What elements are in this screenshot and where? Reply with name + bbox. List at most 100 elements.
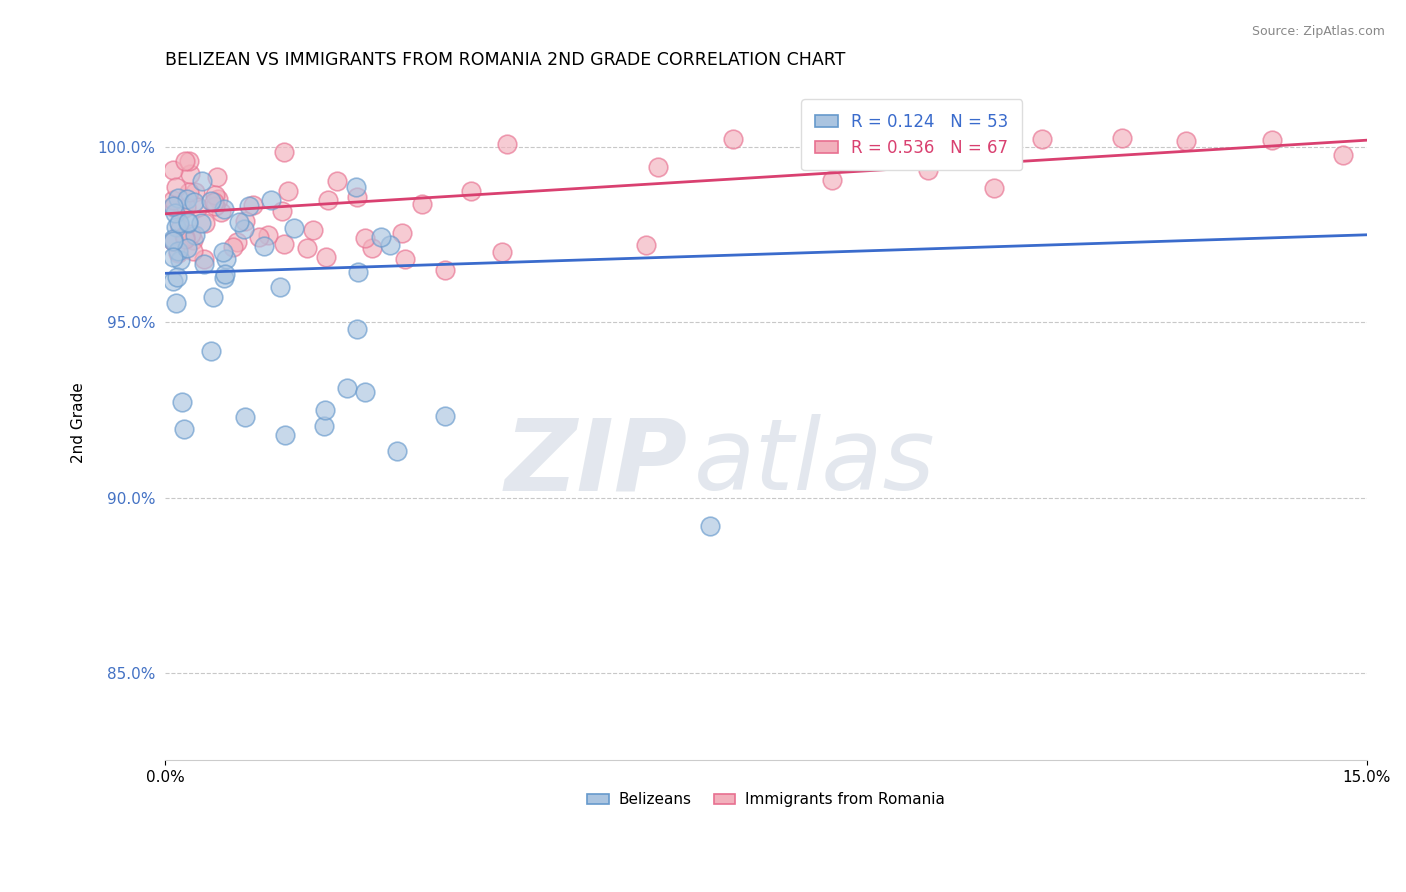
Point (200, 194, 222, 208)
Text: atlas: atlas (693, 414, 935, 511)
Point (193, 252, 215, 266)
Point (460, 184, 482, 198)
Point (378, 238, 401, 252)
Point (181, 244, 204, 258)
Point (183, 195, 205, 210)
Point (176, 192, 198, 206)
Point (274, 427, 297, 442)
Point (170, 395, 193, 409)
Point (204, 198, 226, 212)
Point (434, 263, 457, 277)
Point (169, 252, 191, 267)
Point (394, 252, 416, 267)
Text: ZIP: ZIP (505, 414, 688, 511)
Point (162, 251, 184, 265)
Point (184, 185, 207, 199)
Point (283, 220, 305, 235)
Point (277, 184, 299, 198)
Point (163, 199, 186, 213)
Point (1331, 148, 1354, 162)
Point (200, 344, 222, 359)
Point (411, 197, 433, 211)
Point (233, 409, 256, 424)
Point (169, 216, 191, 230)
Point (222, 240, 245, 254)
Point (1260, 133, 1282, 147)
Point (347, 265, 370, 279)
Point (165, 179, 187, 194)
Point (162, 235, 184, 249)
Point (226, 235, 249, 249)
Point (346, 190, 368, 204)
Point (214, 267, 236, 281)
Point (204, 188, 226, 202)
Point (346, 322, 368, 336)
Point (162, 234, 184, 248)
Point (184, 228, 207, 243)
Point (174, 153, 197, 168)
Point (166, 269, 188, 284)
Point (173, 422, 195, 436)
Point (699, 518, 721, 533)
Point (174, 200, 197, 214)
Point (257, 227, 280, 242)
Point (215, 252, 238, 266)
Y-axis label: 2nd Grade: 2nd Grade (72, 382, 86, 463)
Point (180, 227, 202, 241)
Point (297, 241, 319, 255)
Point (179, 168, 201, 182)
Point (318, 194, 340, 208)
Point (354, 385, 377, 400)
Point (187, 200, 209, 214)
Point (177, 216, 200, 230)
Point (179, 154, 201, 169)
Point (228, 215, 250, 229)
Point (162, 199, 184, 213)
Point (202, 195, 225, 210)
Point (235, 213, 257, 227)
Point (491, 245, 513, 260)
Point (212, 202, 235, 216)
Point (166, 246, 188, 260)
Point (273, 145, 295, 160)
Point (194, 216, 217, 230)
Point (496, 137, 519, 152)
Point (173, 229, 195, 244)
Point (391, 226, 413, 240)
Point (163, 206, 186, 220)
Point (207, 192, 229, 206)
Point (233, 221, 256, 235)
Point (181, 233, 204, 247)
Point (273, 236, 295, 251)
Point (917, 162, 939, 177)
Point (260, 193, 283, 207)
Text: Source: ZipAtlas.com: Source: ZipAtlas.com (1251, 25, 1385, 38)
Point (360, 242, 382, 256)
Point (1175, 134, 1198, 148)
Point (253, 238, 276, 252)
Point (387, 444, 409, 458)
Point (312, 418, 335, 433)
Legend: Belizeans, Immigrants from Romania: Belizeans, Immigrants from Romania (581, 787, 950, 814)
Point (201, 289, 224, 303)
Point (173, 228, 195, 243)
Point (209, 204, 232, 219)
Point (269, 279, 291, 293)
Point (162, 163, 184, 178)
Point (190, 216, 212, 230)
Point (821, 173, 844, 187)
Point (336, 381, 359, 395)
Point (167, 244, 190, 258)
Point (634, 238, 657, 252)
Point (344, 180, 367, 194)
Point (165, 296, 187, 310)
Point (302, 222, 325, 236)
Point (162, 201, 184, 215)
Point (172, 202, 194, 216)
Point (1111, 131, 1133, 145)
Point (370, 230, 392, 244)
Point (1031, 132, 1053, 146)
Point (177, 215, 200, 229)
Point (205, 170, 228, 185)
Point (169, 220, 191, 235)
